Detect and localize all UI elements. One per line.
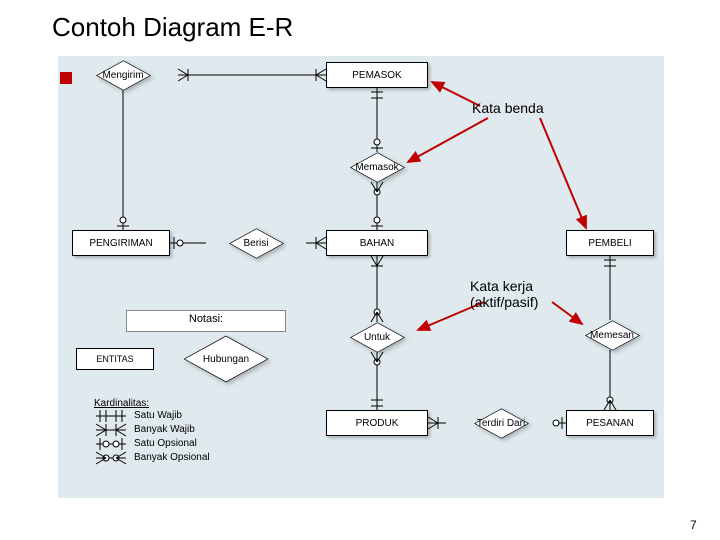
relation-memasok: Memasok [322, 152, 432, 182]
kard-item-0: Satu Wajib [94, 409, 210, 423]
relation-memesan: Memesan [562, 320, 662, 350]
kard-item-2: Satu Opsional [94, 437, 210, 451]
page-title: Contoh Diagram E-R [52, 12, 293, 43]
entity-bahan: BAHAN [326, 230, 428, 256]
relation-terdiri: Terdiri Dari [446, 408, 556, 438]
kard-item-1: Banyak Wajib [94, 423, 210, 437]
relation-untuk: Untuk [322, 322, 432, 352]
relation-berisi: Berisi [206, 228, 306, 258]
entity-pesanan: PESANAN [566, 410, 654, 436]
entity-produk: PRODUK [326, 410, 428, 436]
annotation-kata-kerja-2: (aktif/pasif) [470, 294, 538, 310]
legend-title: Notasi: [127, 311, 285, 327]
kardinalitas: Kardinalitas: Satu WajibBanyak WajibSatu… [94, 398, 210, 465]
entity-pemasok: PEMASOK [326, 62, 428, 88]
legend-box: Notasi: [126, 310, 286, 332]
page: Contoh Diagram E-R PEMASOK PENGIRIMAN BAHA… [0, 0, 720, 540]
legend-relation: Hubungan [176, 344, 276, 374]
entity-pengiriman: PENGIRIMAN [72, 230, 170, 256]
annotation-kata-kerja-1: Kata kerja [470, 278, 533, 294]
kard-title: Kardinalitas: [94, 398, 149, 409]
legend-entity-label: ENTITAS [96, 354, 133, 364]
entity-pembeli: PEMBELI [566, 230, 654, 256]
legend-relation-label: Hubungan [203, 354, 249, 365]
annotation-kata-benda: Kata benda [472, 100, 544, 116]
legend-entity: ENTITAS [76, 348, 154, 370]
kard-item-3: Banyak Opsional [94, 451, 210, 465]
relation-mengirim: Mengirim [68, 60, 178, 90]
page-number: 7 [690, 518, 697, 532]
